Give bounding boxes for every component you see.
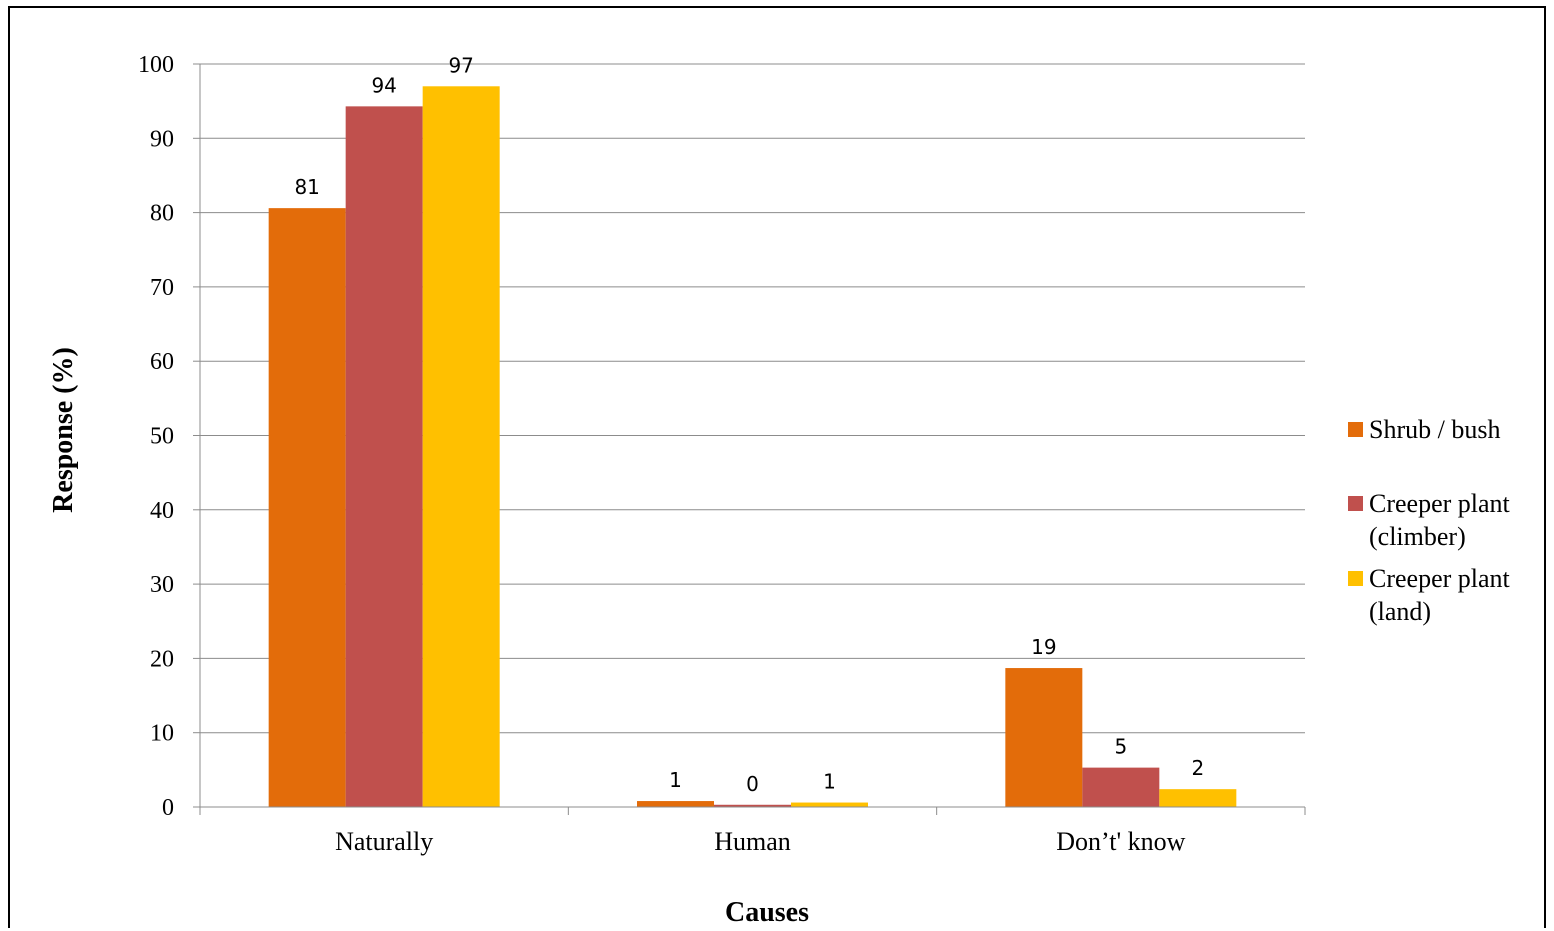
bar — [345, 106, 423, 807]
y-tick-label: 10 — [150, 721, 174, 747]
y-tick-label: 90 — [150, 126, 174, 152]
bar — [1005, 668, 1083, 807]
data-label: 1 — [669, 768, 682, 792]
y-tick-label: 60 — [150, 349, 174, 375]
legend-swatch — [1348, 571, 1363, 586]
y-tick-label: 40 — [150, 498, 174, 524]
data-label: 1 — [823, 770, 836, 794]
x-category-label: Don’t' know — [1056, 827, 1185, 856]
y-tick-label: 70 — [150, 275, 174, 301]
y-tick-label: 0 — [162, 795, 174, 821]
legend-label: Shrub / bush — [1369, 415, 1500, 444]
data-label: 19 — [1031, 635, 1056, 659]
y-tick-label: 30 — [150, 572, 174, 598]
data-label: 97 — [448, 53, 473, 77]
bars — [268, 86, 1237, 808]
data-label: 2 — [1191, 756, 1204, 780]
data-label: 94 — [371, 73, 396, 97]
bar — [791, 802, 868, 807]
legend-label: Creeper plant — [1369, 489, 1511, 518]
y-tick-labels: 0 10 20 30 40 50 60 70 80 90 100 — [138, 52, 174, 821]
x-category-label: Naturally — [335, 827, 433, 856]
legend: Shrub / bush Creeper plant (climber) Creepe… — [1348, 415, 1511, 626]
legend-swatch — [1348, 422, 1363, 437]
data-label: 5 — [1114, 735, 1127, 759]
y-axis-title: Response (%) — [48, 347, 79, 513]
y-tick-label: 80 — [150, 201, 174, 227]
y-tick-label: 50 — [150, 424, 174, 450]
axes — [193, 63, 1306, 815]
legend-label: Creeper plant — [1369, 564, 1511, 593]
y-tick-label: 100 — [138, 52, 174, 78]
x-category-labels: Naturally Human Don’t' know — [335, 827, 1186, 856]
bar — [1159, 789, 1237, 807]
bar — [1082, 767, 1160, 807]
bar — [714, 804, 791, 807]
legend-label: (climber) — [1369, 522, 1466, 551]
legend-swatch — [1348, 496, 1363, 511]
y-tick-label: 20 — [150, 646, 174, 672]
data-label: 0 — [746, 772, 759, 796]
legend-label: (land) — [1369, 597, 1431, 626]
data-label: 81 — [294, 175, 319, 199]
bar — [422, 86, 500, 808]
bar — [637, 801, 714, 807]
x-axis-title: Causes — [725, 897, 809, 928]
x-category-label: Human — [714, 827, 791, 856]
chart-frame — [8, 6, 1546, 928]
data-labels: 81 94 97 1 0 1 19 5 2 — [294, 53, 1204, 795]
bar — [268, 208, 346, 808]
